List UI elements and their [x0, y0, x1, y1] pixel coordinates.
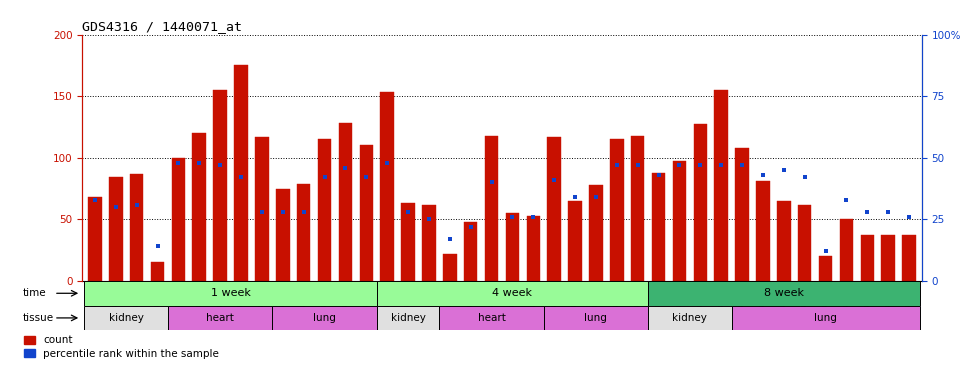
Bar [819, 257, 832, 281]
Bar [798, 205, 811, 281]
Text: kidney: kidney [672, 313, 708, 323]
Bar [464, 222, 477, 281]
Bar [168, 306, 273, 330]
Bar [543, 306, 648, 330]
Bar [547, 137, 561, 281]
Text: lung: lung [313, 313, 336, 323]
Bar [735, 148, 749, 281]
Bar [255, 137, 269, 281]
Bar [631, 136, 644, 281]
Text: heart: heart [206, 313, 234, 323]
Bar [652, 172, 665, 281]
Bar [339, 123, 352, 281]
Bar [234, 65, 248, 281]
Bar [485, 136, 498, 281]
Bar [440, 306, 543, 330]
Bar [756, 181, 770, 281]
Bar [401, 204, 415, 281]
Text: GDS4316 / 1440071_at: GDS4316 / 1440071_at [83, 20, 242, 33]
Text: lung: lung [814, 313, 837, 323]
Bar [648, 281, 920, 306]
Bar [297, 184, 310, 281]
Bar [130, 174, 143, 281]
Text: kidney: kidney [391, 313, 425, 323]
Text: 8 week: 8 week [764, 288, 804, 298]
Bar [840, 219, 853, 281]
Bar [902, 235, 916, 281]
Bar [526, 216, 540, 281]
Text: heart: heart [478, 313, 506, 323]
Bar [860, 235, 875, 281]
Bar [151, 263, 164, 281]
Bar [273, 306, 376, 330]
Bar [84, 281, 376, 306]
Bar [714, 90, 728, 281]
Bar [568, 201, 582, 281]
Text: time: time [22, 288, 46, 298]
Text: 1 week: 1 week [210, 288, 251, 298]
Bar [693, 124, 708, 281]
Text: 4 week: 4 week [492, 288, 533, 298]
Bar [376, 281, 648, 306]
Bar [648, 306, 732, 330]
Text: lung: lung [585, 313, 608, 323]
Bar [172, 158, 185, 281]
Bar [84, 306, 168, 330]
Legend: count, percentile rank within the sample: count, percentile rank within the sample [24, 336, 219, 359]
Bar [276, 189, 290, 281]
Bar [610, 139, 624, 281]
Bar [732, 306, 920, 330]
Bar [422, 205, 436, 281]
Text: tissue: tissue [22, 313, 54, 323]
Bar [443, 254, 457, 281]
Text: kidney: kidney [108, 313, 144, 323]
Bar [318, 139, 331, 281]
Bar [673, 161, 686, 281]
Bar [109, 177, 123, 281]
Bar [380, 93, 394, 281]
Bar [213, 90, 227, 281]
Bar [506, 213, 519, 281]
Bar [881, 235, 895, 281]
Bar [777, 201, 791, 281]
Bar [359, 146, 373, 281]
Bar [193, 133, 206, 281]
Bar [376, 306, 440, 330]
Bar [589, 185, 603, 281]
Bar [88, 197, 102, 281]
